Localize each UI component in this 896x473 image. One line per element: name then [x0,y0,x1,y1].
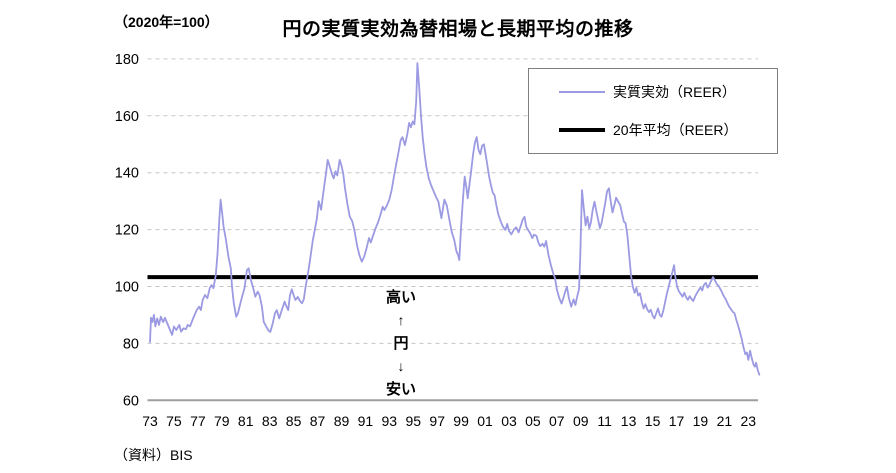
x-tick-label: 79 [214,413,230,429]
legend-label-reer: 実質実効（REER） [613,84,736,100]
x-tick-label: 89 [334,413,350,429]
x-tick-label: 83 [262,413,278,429]
down-arrow-icon: ↓ [397,358,405,374]
x-tick-label: 05 [525,413,541,429]
yen-direction-annotation: 高い ↑ 円 ↓ 安い [386,286,416,401]
x-tick-label: 13 [621,413,637,429]
chart-title: 円の実質実効為替相場と長期平均の推移 [282,19,634,40]
x-tick-label: 99 [453,413,469,429]
x-tick-label: 81 [238,413,254,429]
reer-line [149,62,761,376]
x-tick-label: 09 [573,413,589,429]
x-tick-label: 11 [597,413,612,429]
x-tick-label: 17 [669,413,685,429]
x-tick-label: 85 [286,413,302,429]
legend-label-average: 20年平均（REER） [613,122,738,138]
x-tick-label: 97 [429,413,445,429]
x-tick-label: 95 [406,413,422,429]
x-tick-label: 03 [501,413,517,429]
x-tick-label: 15 [645,413,661,429]
x-tick-label: 93 [382,413,398,429]
y-tick-label: 60 [123,393,139,409]
x-tick-label: 77 [190,413,206,429]
x-tick-label: 23 [741,413,757,429]
reer-line-swatch [559,91,605,93]
average-line-swatch [559,128,605,132]
annotation-high-label: 高い [385,289,417,306]
x-tick-label: 19 [693,413,709,429]
up-arrow-icon: ↑ [397,312,405,328]
y-tick-label: 120 [115,223,139,239]
x-tick-label: 87 [310,413,326,429]
legend: 実質実効（REER） 20年平均（REER） [528,68,778,154]
annotation-yen-label: 円 [393,335,409,352]
x-tick-label: 91 [358,413,374,429]
source-label: （資料）BIS [114,447,193,463]
y-tick-label: 180 [115,52,139,68]
annotation-low-label: 安い [385,381,417,398]
y-tick-label: 160 [115,109,139,125]
x-tick-label: 01 [477,413,493,429]
y-tick-label: 100 [115,280,139,296]
x-tick-label: 07 [549,413,565,429]
x-tick-label: 21 [717,413,733,429]
y-tick-label: 80 [123,336,139,352]
y-tick-label: 140 [115,166,139,182]
legend-item-average: 20年平均（REER） [529,120,777,140]
x-tick-label: 75 [166,413,182,429]
legend-item-reer: 実質実効（REER） [529,82,777,102]
axis-unit-label: （2020年=100） [114,14,219,30]
x-tick-label: 73 [142,413,158,429]
